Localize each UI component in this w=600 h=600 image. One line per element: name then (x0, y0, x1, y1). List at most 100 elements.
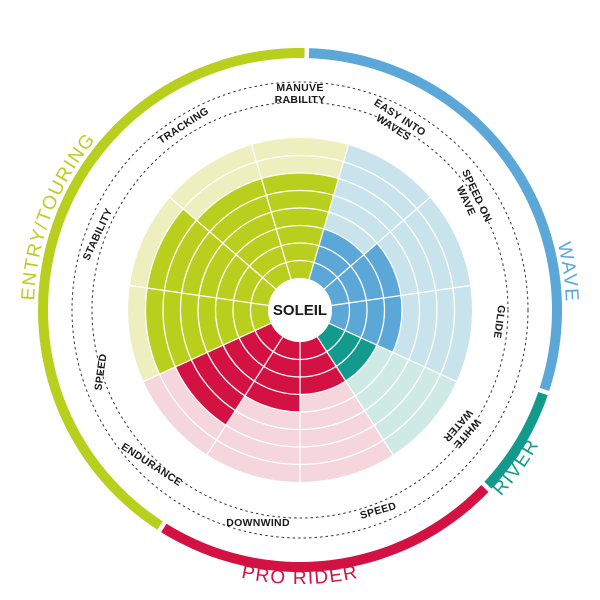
segment-cell (236, 228, 282, 267)
segment-cell (256, 155, 344, 179)
segment-label: STABILITY (81, 206, 116, 262)
segment-cell (273, 336, 300, 360)
segment-cell (162, 290, 192, 367)
segment-cell (225, 410, 300, 447)
segment-cell (424, 288, 455, 375)
segment-cell (336, 337, 377, 382)
segment-cell (300, 366, 346, 395)
segment-cell (175, 359, 236, 426)
segment-label: MANUVE RABILITY (275, 82, 326, 106)
segment-cell (309, 262, 338, 290)
segment-label: SPEED ONWAVE (448, 168, 494, 230)
segment-cell (300, 439, 393, 482)
segment-label: GLIDE (491, 304, 508, 339)
segment-cell (317, 323, 346, 352)
dotted-outer-ring (71, 81, 529, 539)
segment-cell (377, 231, 419, 296)
segment-cell (329, 302, 350, 331)
center-label: SOLEIL (273, 302, 327, 319)
segment-cell (191, 352, 245, 411)
segment-cell (337, 266, 367, 303)
segment-label: SPEED (92, 353, 109, 392)
segment-label: WHITEWATER (440, 407, 484, 452)
segment-cell (326, 330, 361, 367)
grid-spoke (129, 284, 269, 307)
segment-cell (350, 254, 384, 301)
segment-cell (392, 292, 420, 360)
segment-cell (360, 297, 385, 346)
segment-cell (223, 337, 264, 382)
segment-cell (250, 302, 271, 331)
segment-cell (440, 285, 472, 382)
segment-cell (239, 330, 274, 367)
segment-cell (207, 345, 255, 396)
segment-cell (390, 220, 436, 293)
segment-cell (266, 190, 334, 213)
segment-cell (145, 288, 176, 375)
grid-spoke (142, 322, 272, 383)
segment-label: SPEED (359, 500, 398, 522)
segment-cell (129, 197, 184, 289)
segment-cell (383, 374, 457, 455)
segment-cell (343, 144, 430, 209)
segment-cells (128, 137, 472, 482)
segment-cell (374, 366, 441, 440)
segment-cell (328, 195, 391, 244)
segment-cell (232, 300, 255, 338)
segment-cell (345, 345, 393, 396)
segment-cell (364, 359, 425, 426)
segment-cell (333, 178, 404, 232)
segment-cell (216, 425, 300, 465)
segment-cell (276, 225, 324, 246)
grid-spoke (323, 196, 431, 290)
segment-cell (324, 277, 349, 306)
segment-cell (263, 351, 300, 377)
segment-cell (244, 381, 300, 412)
segment-cell (170, 144, 257, 209)
segment-cell (216, 254, 250, 301)
grid-spoke (169, 196, 277, 290)
segment-cell (338, 161, 417, 221)
segment-cell (233, 266, 263, 303)
segment-cell (251, 277, 276, 306)
segment-cell (251, 137, 349, 162)
segment-cell (313, 245, 351, 278)
segment-cell (254, 323, 283, 352)
segment-cell (128, 285, 160, 382)
segment-cell (300, 351, 337, 377)
grid-spoke (308, 144, 350, 280)
segment-cell (300, 425, 384, 465)
segment-cell (147, 208, 197, 291)
category-arcs (38, 48, 562, 572)
grid-spoke (331, 284, 471, 307)
segment-cell (323, 212, 378, 255)
segment-cell (376, 295, 402, 353)
segment-cell (254, 366, 300, 395)
segment-cell (355, 352, 409, 411)
segment-cell (222, 212, 277, 255)
segment-cell (345, 300, 367, 338)
segment-cell (215, 297, 240, 346)
wheel-gridlines (129, 144, 471, 483)
segment-cell (300, 395, 365, 430)
segment-cell (164, 220, 210, 293)
segment-cell (262, 262, 291, 290)
segment-cell (408, 290, 437, 367)
category-arc (484, 392, 548, 489)
segment-cell (363, 243, 401, 298)
segment-cell (271, 208, 329, 229)
segment-label: TRACKING (156, 105, 211, 147)
grid-spoke (250, 144, 292, 280)
segment-cell (159, 366, 226, 440)
segment-label: DOWNWIND (226, 517, 290, 529)
segment-cell (207, 439, 300, 482)
segment-cell (286, 260, 314, 280)
segment-cell (300, 410, 375, 447)
segment-cell (416, 197, 471, 289)
segment-cell (300, 336, 327, 360)
grid-spoke (316, 336, 394, 456)
segment-cell (209, 195, 272, 244)
grid-spoke (206, 336, 284, 456)
segment-cell (183, 161, 262, 221)
segment-cell (249, 245, 287, 278)
